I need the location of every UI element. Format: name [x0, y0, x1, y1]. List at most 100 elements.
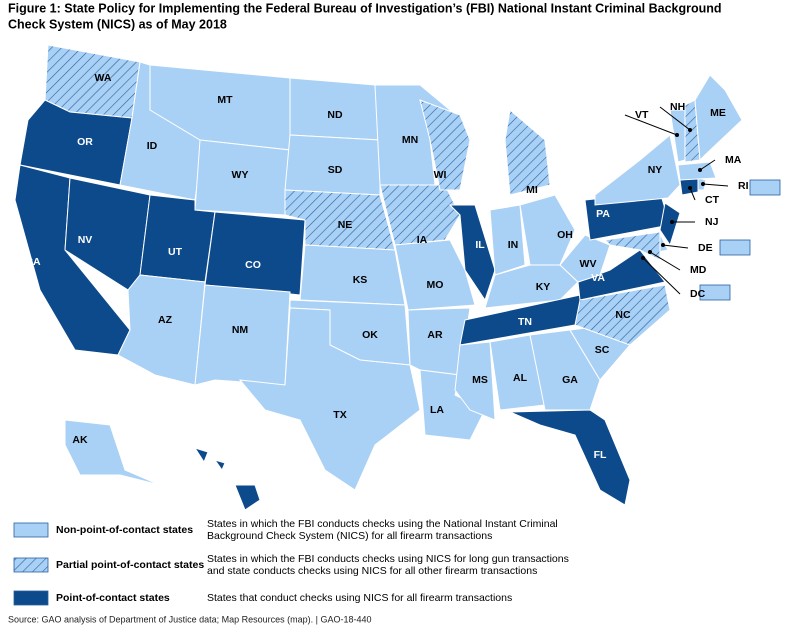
legend-description: and state conducts checks using NICS for…	[207, 565, 537, 577]
legend-description: States in which the FBI conducts checks …	[207, 518, 558, 530]
state-label: SD	[328, 164, 343, 176]
state-label: MO	[427, 279, 444, 291]
state-label: NE	[338, 219, 353, 231]
state-label: PA	[596, 208, 610, 220]
state-label: NY	[648, 164, 663, 176]
state-label: IL	[475, 239, 485, 251]
state-label: MD	[690, 264, 707, 276]
state-label: GA	[562, 374, 578, 386]
leader-dot	[688, 186, 692, 190]
source: Source: GAO analysis of Department of Ju…	[8, 614, 372, 624]
state-label: DE	[698, 242, 713, 254]
state-label: WA	[95, 72, 112, 84]
legend-description: States in which the FBI conducts checks …	[207, 553, 569, 565]
state-label: OR	[77, 136, 93, 148]
leader-dot	[648, 250, 652, 254]
state-label: MS	[472, 374, 488, 386]
state-box	[699, 284, 731, 301]
state-label: AR	[427, 329, 443, 341]
state-label: KY	[536, 281, 551, 293]
state-label: ME	[710, 107, 726, 119]
leader-line	[659, 106, 691, 131]
state-shape	[559, 234, 611, 283]
state-shape	[234, 484, 261, 511]
state-label: UT	[168, 246, 183, 258]
legend-label: Partial point-of-contact states	[56, 559, 204, 571]
legend: Non-point-of-contact states States in whi…	[13, 518, 569, 606]
state-label: CT	[705, 194, 720, 206]
state-box	[719, 239, 751, 256]
state-shape	[213, 459, 226, 472]
leader-dot	[688, 128, 692, 132]
state-label: KS	[353, 274, 368, 286]
state-label: MN	[402, 134, 418, 146]
state-shape	[64, 419, 161, 486]
legend-swatch	[13, 590, 49, 606]
state-label: IA	[417, 234, 428, 246]
state-label: WI	[434, 169, 447, 181]
legend-description: Background Check System (NICS) for all f…	[207, 530, 492, 542]
leader-line	[689, 187, 696, 201]
state-shape	[677, 161, 717, 181]
state-shape	[519, 194, 576, 266]
state-label: AZ	[158, 314, 173, 326]
state-label: CO	[245, 259, 261, 271]
title: Check System (NICS) as of May 2018	[8, 17, 227, 31]
title: Figure 1: State Policy for Implementing …	[8, 1, 722, 15]
state-label: NC	[615, 309, 631, 321]
state-shape	[238, 307, 421, 491]
leader-line	[642, 257, 681, 295]
leader-dot	[670, 220, 674, 224]
state-shape	[694, 74, 743, 162]
state-shape	[419, 99, 471, 191]
leader-line	[649, 251, 681, 271]
legend-description: States that conduct checks using NICS fo…	[207, 592, 512, 604]
leader-dot	[661, 243, 665, 247]
state-label: TN	[518, 316, 532, 328]
leader-line	[662, 244, 689, 249]
state-label: OH	[557, 229, 573, 241]
state-label: ND	[327, 109, 343, 121]
state-shape	[509, 409, 631, 506]
state-label: AL	[513, 372, 528, 384]
leader-line	[624, 114, 678, 136]
legend-swatch	[13, 557, 49, 573]
state-shape	[574, 284, 671, 346]
legend-label: Point-of-contact states	[56, 592, 170, 604]
state-label: MA	[725, 154, 742, 166]
state-label: HI	[177, 472, 188, 484]
leader-line	[699, 159, 716, 171]
state-shape	[603, 231, 661, 261]
state-label: VT	[635, 109, 649, 121]
state-shape	[454, 341, 496, 421]
state-label: NH	[670, 101, 685, 113]
state-label: SC	[595, 344, 610, 356]
state-label: MT	[217, 94, 233, 106]
leader-dot	[701, 182, 705, 186]
state-label: NV	[78, 234, 93, 246]
state-labels: WA OR CA NV ID MT WY UT CO AZ NM ND SD NE KS OK TX MN IA MO…	[25, 72, 781, 484]
state-shape	[394, 239, 476, 311]
legend-swatch	[13, 522, 49, 538]
state-shape	[529, 329, 601, 411]
state-label: ID	[147, 140, 158, 152]
state-label: CA	[25, 256, 41, 268]
state-label: MI	[526, 184, 538, 196]
state-shape	[117, 274, 206, 386]
state-label: WV	[580, 258, 597, 270]
state-label: OK	[362, 329, 378, 341]
state-label: IN	[508, 239, 519, 251]
state-label: WY	[232, 169, 249, 181]
state-shape	[448, 204, 496, 302]
state-shape	[504, 109, 551, 196]
state-label: RI	[738, 180, 749, 192]
state-label: TX	[333, 409, 346, 421]
state-label: DC	[690, 288, 706, 300]
state-label: NJ	[705, 216, 719, 228]
state-shape	[659, 202, 681, 247]
state-shape	[379, 184, 461, 246]
legend-label: Non-point-of-contact states	[56, 524, 193, 536]
map	[14, 44, 743, 511]
state-shape	[193, 447, 209, 464]
